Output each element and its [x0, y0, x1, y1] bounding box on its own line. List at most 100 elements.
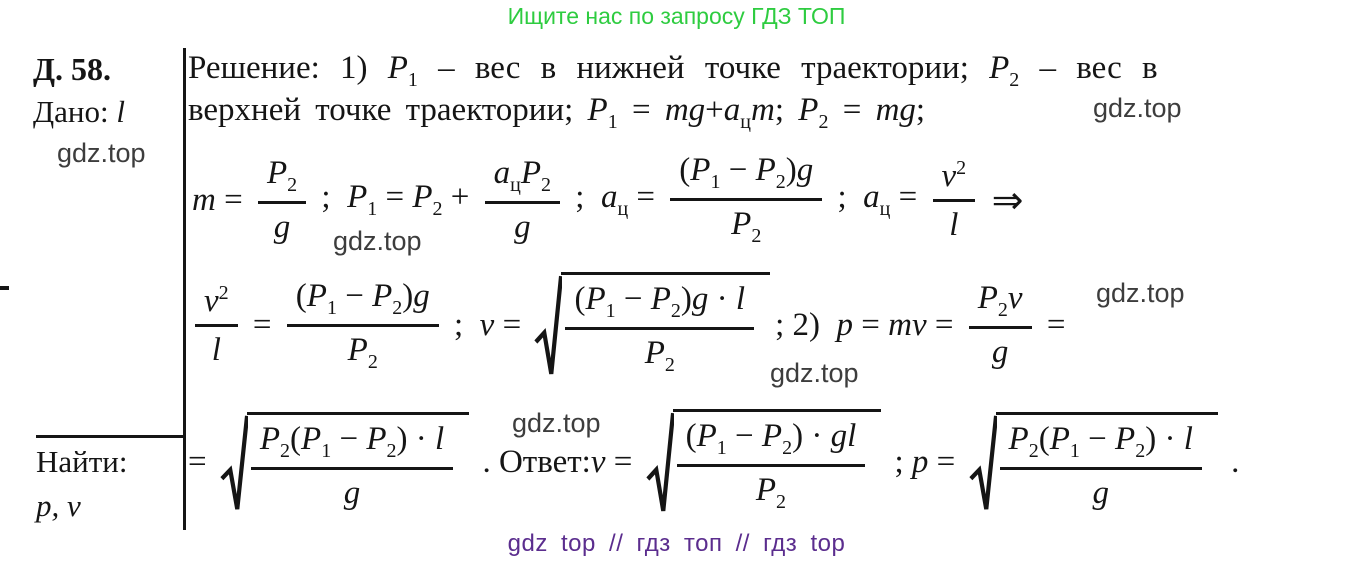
- math-token: P: [1008, 420, 1029, 457]
- gdz-watermark: gdz.top: [770, 358, 859, 388]
- math-token: −: [336, 277, 373, 314]
- math-token: =: [244, 307, 280, 343]
- math-token: P: [412, 179, 433, 215]
- fraction-numerator: (P1 − P2)g · l: [565, 281, 755, 330]
- math-text: P2: [645, 335, 675, 377]
- math-token: P: [347, 179, 368, 215]
- math-token: – вес в: [1019, 50, 1158, 86]
- fraction-denominator: P2: [339, 327, 387, 374]
- math-token: ⇒: [982, 179, 1024, 222]
- math-token: =: [215, 181, 251, 218]
- math-text: g: [1092, 475, 1109, 512]
- math-token: (: [574, 281, 586, 317]
- subscript: 2: [782, 437, 793, 459]
- fraction-numerator: (P1 − P2)g: [286, 277, 439, 327]
- subscript: ц: [740, 111, 751, 133]
- math-token: −: [720, 152, 756, 188]
- math-token: ;: [313, 179, 348, 215]
- subscript: ц: [617, 198, 629, 220]
- math-token: P: [1049, 420, 1070, 457]
- math-token: – вес в нижней точке траектории;: [417, 50, 990, 86]
- math-token: P: [301, 420, 322, 457]
- fraction: v2 l: [932, 156, 976, 244]
- subscript: 2: [280, 439, 291, 462]
- fraction-numerator: v2: [932, 156, 976, 202]
- math-text: ; p =: [886, 444, 963, 481]
- math-token: ;: [829, 179, 864, 215]
- math-token: P: [259, 420, 281, 457]
- subscript: 2: [541, 173, 552, 196]
- math-token: =: [828, 92, 876, 128]
- math-text: (P1 − P2) · gl: [686, 418, 857, 460]
- math-token: =: [605, 444, 641, 480]
- fraction-denominator: g: [983, 329, 1018, 371]
- fraction: (P1 − P2)g P2: [670, 152, 823, 248]
- footer-watermark: gdz top // гдз топ // гдз top: [507, 530, 846, 557]
- square-root: (P1 − P2)g · l P2: [534, 272, 771, 379]
- subscript: 1: [326, 296, 337, 319]
- math-token: (: [679, 152, 691, 188]
- radicand: (P1 − P2)g · l P2: [561, 272, 771, 379]
- math-token: ·: [407, 420, 436, 457]
- math-token: ·: [708, 281, 736, 317]
- subscript: 2: [1135, 439, 1146, 462]
- math-token: =: [890, 179, 926, 215]
- math-token: =: [377, 179, 413, 215]
- math-token: =: [617, 92, 665, 128]
- math-token: верхней точке траектории;: [188, 92, 588, 128]
- math-token: P: [644, 335, 665, 371]
- formula-row-1: m = P2 g ; P1 = P2 + aцP2 g ; aц = (P1 − P…: [192, 152, 1024, 248]
- math-token: g: [1092, 474, 1109, 511]
- column-divider-line: [183, 48, 186, 530]
- math-token: P: [1115, 420, 1136, 457]
- math-token: P: [650, 281, 671, 317]
- math-token: g: [343, 474, 361, 511]
- solution-text-line-1: Решение: 1) P1 – вес в нижней точке трае…: [188, 50, 1158, 92]
- fraction-denominator: P2: [747, 467, 795, 514]
- subscript: 1: [607, 111, 618, 133]
- math-text: v2: [204, 282, 229, 320]
- math-token: l: [1183, 420, 1193, 457]
- radical-sign-icon: [968, 415, 997, 510]
- given-label: Дано:: [33, 94, 109, 129]
- gdz-watermark: gdz.top: [1096, 278, 1185, 308]
- fraction-denominator: l: [940, 202, 967, 244]
- subscript: 1: [710, 171, 721, 193]
- math-token: P: [690, 152, 711, 188]
- fraction-numerator: v2: [195, 282, 238, 327]
- solution-text-line-2: верхней точке траектории; P1 = mg+aцm; P…: [188, 92, 925, 134]
- math-token: l: [949, 206, 959, 243]
- math-token: ;: [886, 444, 912, 480]
- subscript: 2: [287, 173, 298, 196]
- math-text: m =: [192, 182, 251, 219]
- math-token: P: [587, 92, 608, 128]
- math-text: (P1 − P2)g · l: [574, 281, 745, 323]
- given-symbol: l: [116, 94, 125, 129]
- math-token: P: [696, 418, 717, 454]
- math-text: l: [949, 207, 958, 244]
- fraction-denominator: l: [203, 327, 230, 369]
- math-text: верхней точке траектории; P1 = mg+aцm; P…: [188, 92, 925, 133]
- math-token: g: [413, 277, 430, 314]
- math-token: v: [590, 444, 606, 480]
- subscript: 2: [386, 439, 397, 462]
- math-token: ·: [803, 418, 831, 454]
- math-token: . Ответ:: [474, 444, 591, 480]
- math-token: v: [941, 157, 957, 194]
- superscript: 2: [956, 156, 967, 179]
- fraction-numerator: (P1 − P2)g: [670, 152, 823, 201]
- math-token: =: [853, 307, 889, 343]
- math-text: ; aц =: [829, 179, 925, 221]
- subscript: 1: [605, 300, 616, 322]
- math-token: P: [761, 418, 783, 454]
- math-token: m: [751, 92, 775, 128]
- fraction-numerator: aцP2: [484, 155, 561, 204]
- math-text: P2: [348, 332, 378, 374]
- math-text: ; 2) p = mv =: [775, 307, 962, 344]
- find-symbols: p, v: [36, 488, 81, 523]
- math-token: P: [366, 420, 387, 457]
- gdz-watermark: gdz.top: [57, 138, 146, 168]
